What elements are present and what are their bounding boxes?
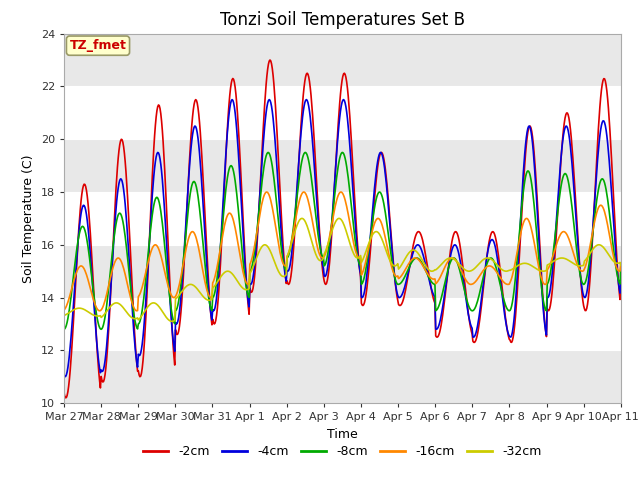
Bar <box>64 245 621 298</box>
Text: TZ_fmet: TZ_fmet <box>70 39 127 52</box>
X-axis label: Time: Time <box>327 428 358 441</box>
Title: Tonzi Soil Temperatures Set B: Tonzi Soil Temperatures Set B <box>220 11 465 29</box>
Bar <box>64 34 621 86</box>
Legend: -2cm, -4cm, -8cm, -16cm, -32cm: -2cm, -4cm, -8cm, -16cm, -32cm <box>138 441 547 464</box>
Bar <box>64 139 621 192</box>
Y-axis label: Soil Temperature (C): Soil Temperature (C) <box>22 154 35 283</box>
Bar <box>64 350 621 403</box>
